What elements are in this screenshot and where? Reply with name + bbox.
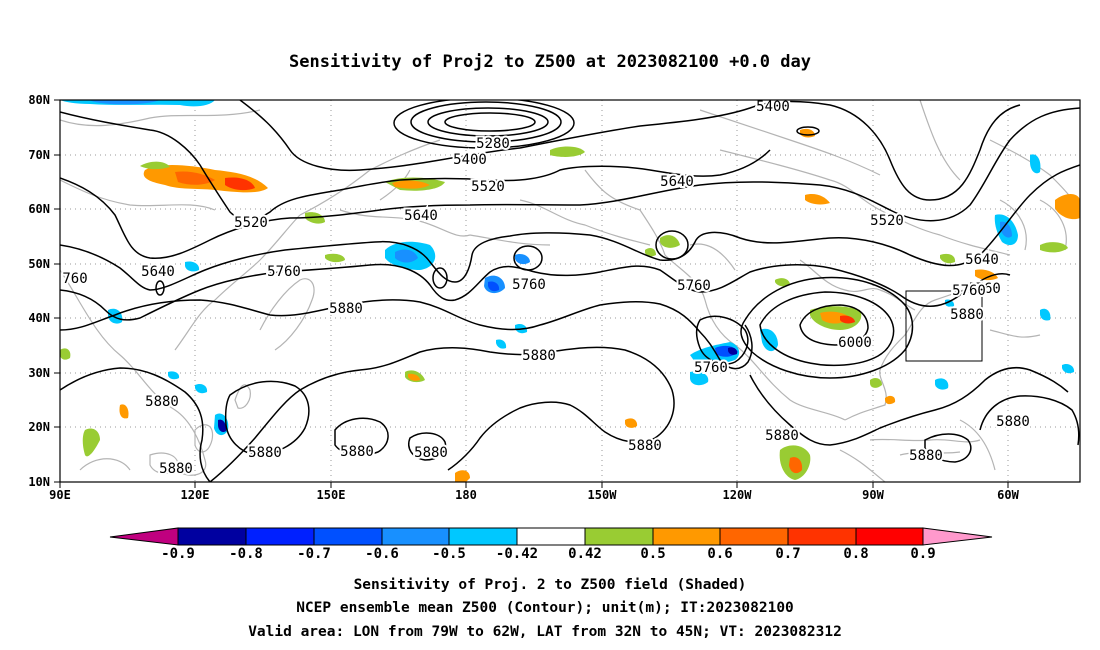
contour-label: 5520 [234,215,268,231]
colorbar-tick-label: 0.8 [843,546,868,562]
colorbar-swatch [516,527,586,546]
contour-label: 5400 [453,152,487,168]
colorbar-swatch [381,527,450,546]
z500-contours [60,100,1080,482]
contour-label: 5640 [965,252,999,268]
colorbar-swatch [719,527,789,546]
contour-label: 5760 [677,278,711,294]
contour-label: 5280 [476,136,510,152]
contour-label: 5880 [909,448,943,464]
lon-tick-label: 90W [862,488,884,502]
contour-label: 5880 [248,445,282,461]
lat-labels: 80N 70N 60N 50N 40N 30N 20N 10N [28,93,50,489]
lon-tick-label: 60W [997,488,1019,502]
colorbar-tick-label: 0.6 [707,546,732,562]
contour-label: 760 [62,271,87,287]
contour-label: 5880 [996,414,1030,430]
axis-ticks [54,99,1009,488]
lon-tick-label: 180 [455,488,477,502]
colorbar: -0.9 -0.8 -0.7 -0.6 -0.5 -0.42 0.42 0.5 … [109,527,993,562]
lat-tick-label: 80N [28,93,50,107]
colorbar-tick-label: 0.9 [910,546,935,562]
colorbar-swatch [448,527,518,546]
contour-label: 6000 [838,335,872,351]
contour-label: 5760 [952,283,986,299]
caption-shading: Sensitivity of Proj. 2 to Z500 field (Sh… [354,577,747,593]
positive-shading [60,128,1080,482]
contour-label: 5760 [967,281,1001,297]
contour-label: 5880 [522,348,556,364]
colorbar-swatch [787,527,857,546]
lon-tick-label: 120E [181,488,210,502]
lat-tick-label: 20N [28,420,50,434]
lat-tick-label: 10N [28,475,50,489]
contour-label: 5640 [660,174,694,190]
colorbar-tick-label: 0.42 [568,546,602,562]
contour-label: 5880 [329,301,363,317]
colorbar-swatch [109,527,179,546]
lat-tick-label: 70N [28,148,50,162]
colorbar-swatch [313,527,383,546]
colorbar-swatch [652,527,721,546]
lat-tick-label: 50N [28,257,50,271]
negative-shading [60,100,1075,436]
figure-title: Sensitivity of Proj2 to Z500 at 20230821… [289,52,811,72]
gridlines [60,100,1080,482]
contour-label: 5880 [628,438,662,454]
contour-label: 5880 [414,445,448,461]
contour-label: 5760 [694,360,728,376]
colorbar-tick-label: 0.7 [775,546,800,562]
caption-contour: NCEP ensemble mean Z500 (Contour); unit(… [296,600,794,616]
colorbar-swatch [855,527,924,546]
lon-tick-label: 90E [49,488,71,502]
contour-label: 5760 [267,264,301,280]
colorbar-tick-label: -0.42 [496,546,538,562]
contour-label: 5880 [340,444,374,460]
lat-tick-label: 60N [28,202,50,216]
colorbar-swatch [922,527,993,546]
lon-tick-label: 150W [588,488,618,502]
colorbar-swatch [177,527,247,546]
contour-label: 5880 [145,394,179,410]
contour-label: 5880 [765,428,799,444]
lon-tick-label: 120W [723,488,753,502]
colorbar-swatch [245,527,315,546]
plot-frame [59,99,1081,483]
lon-labels: 90E 120E 150E 180 150W 120W 90W 60W [49,488,1019,502]
contour-label: 5640 [404,208,438,224]
contour-label: 5880 [950,307,984,323]
map-plot-area [60,100,1080,482]
colorbar-tick-label: -0.5 [432,546,466,562]
contour-label: 5520 [870,213,904,229]
colorbar-tick-label: -0.9 [161,546,195,562]
colorbar-tick-label: -0.7 [297,546,331,562]
contour-label: 5880 [159,461,193,477]
caption-valid-area: Valid area: LON from 79W to 62W, LAT fro… [248,624,842,640]
valid-area-box [905,290,983,362]
colorbar-swatch [584,527,654,546]
contour-label: 5400 [756,99,790,115]
lat-tick-label: 30N [28,366,50,380]
colorbar-tick-label: -0.6 [365,546,399,562]
sensitivity-shading [60,100,1080,482]
lon-tick-label: 150E [317,488,346,502]
contour-label: 5640 [141,264,175,280]
colorbar-tick-label: 0.5 [640,546,665,562]
colorbar-tick-label: -0.8 [229,546,263,562]
contour-labels: 5400 5280 5400 5520 5640 5520 5520 5640 … [60,97,1032,479]
lat-tick-label: 40N [28,311,50,325]
contour-label: 5520 [471,179,505,195]
contour-label: 5760 [512,277,546,293]
